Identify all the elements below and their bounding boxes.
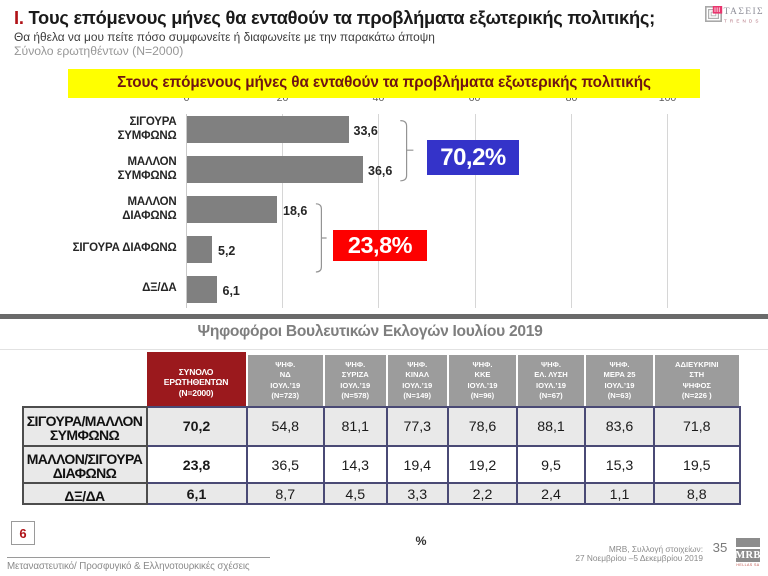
svg-text:TRENDS: TRENDS — [724, 18, 762, 23]
svg-text:ΤΑΣΕΙΣ: ΤΑΣΕΙΣ — [724, 6, 763, 17]
